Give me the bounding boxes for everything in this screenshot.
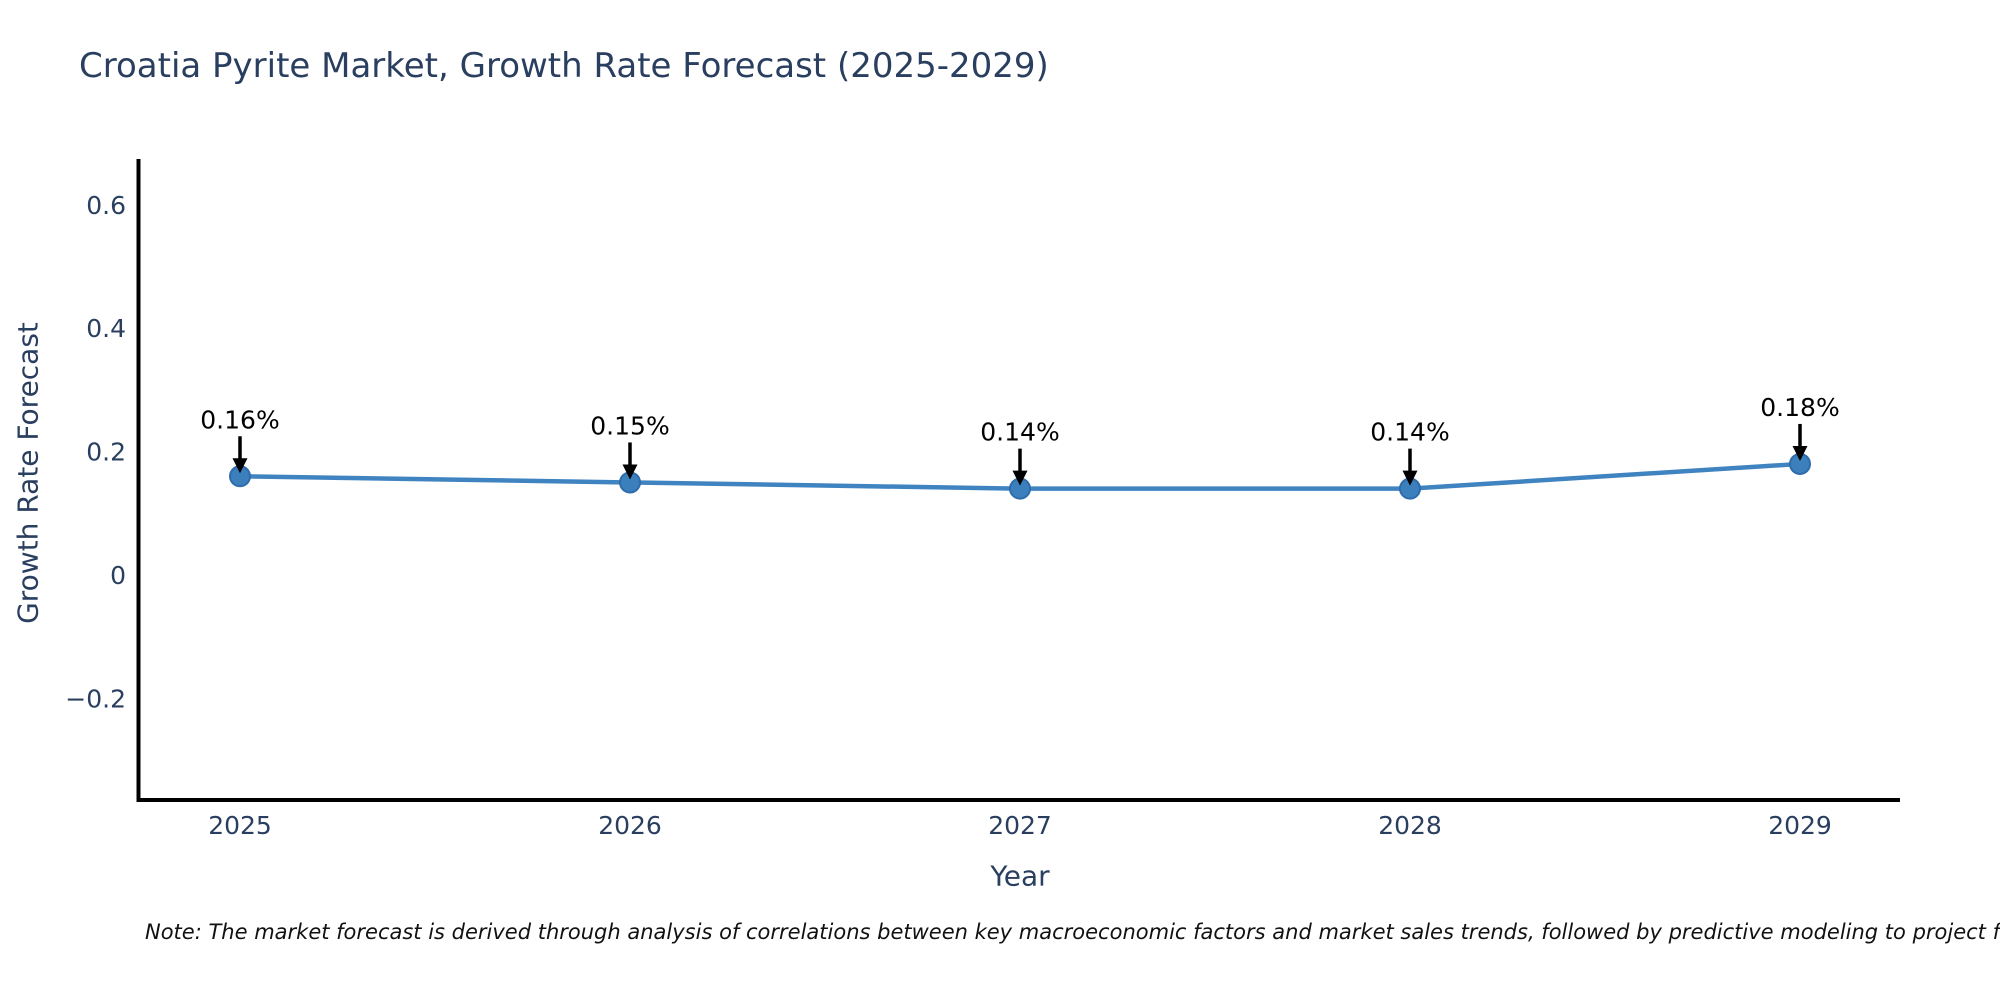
y-tick-label: 0	[110, 561, 126, 590]
annotation-label: 0.16%	[200, 405, 279, 434]
x-tick-labels: 2025 2026 2027 2028 2029	[208, 811, 1832, 840]
y-tick-label: 0.2	[86, 438, 126, 467]
y-tick-labels: −0.2 0 0.2 0.4 0.6	[65, 191, 126, 714]
annotation-arrowhead-icon	[1402, 470, 1418, 486]
x-tick-label: 2027	[988, 811, 1052, 840]
data-point-markers	[229, 452, 1811, 500]
chart-title: Croatia Pyrite Market, Growth Rate Forec…	[79, 46, 1049, 86]
annotation-label: 0.15%	[590, 411, 669, 440]
y-axis-title: Growth Rate Forecast	[11, 322, 45, 624]
y-tick-label: −0.2	[65, 684, 126, 713]
y-tick-label: 0.4	[86, 314, 126, 343]
x-tick-label: 2028	[1378, 811, 1442, 840]
annotation-arrowhead-icon	[1012, 470, 1028, 486]
annotation-label: 0.18%	[1760, 393, 1839, 422]
annotation-label: 0.14%	[1370, 418, 1449, 447]
x-axis-title: Year	[990, 859, 1050, 893]
footnote: Note: The market forecast is derived thr…	[145, 920, 2000, 944]
x-tick-label: 2025	[208, 811, 272, 840]
x-tick-label: 2026	[598, 811, 662, 840]
annotation-arrowhead-icon	[1792, 445, 1808, 461]
annotation-label: 0.14%	[980, 418, 1059, 447]
x-tick-label: 2029	[1768, 811, 1832, 840]
y-tick-label: 0.6	[86, 191, 126, 220]
annotation-arrowhead-icon	[232, 458, 248, 474]
data-point-annotations: 0.16% 0.15% 0.14% 0.14% 0.18%	[200, 393, 1840, 486]
annotation-arrowhead-icon	[622, 464, 638, 480]
